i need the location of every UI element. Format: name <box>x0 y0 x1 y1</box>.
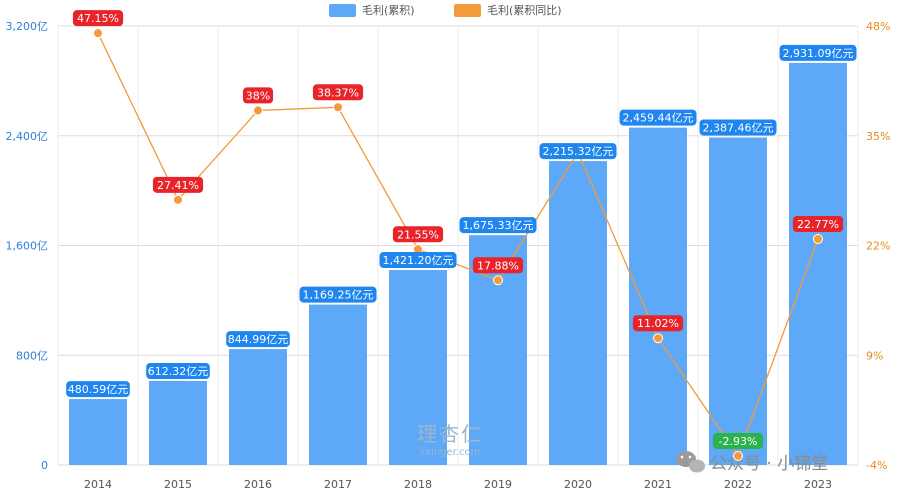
bar-value-label: 612.32亿元 <box>148 365 209 378</box>
yoy-value-label-bg <box>472 257 524 274</box>
yoy-value-label-bg <box>792 215 844 232</box>
wechat-icon <box>676 451 705 473</box>
x-tick-label: 2021 <box>644 478 672 491</box>
y-axis-left: 0 800亿 1,600亿 2,400亿 3,200亿 <box>6 20 49 472</box>
line-point <box>173 194 183 205</box>
bar <box>69 399 127 465</box>
bar <box>709 137 767 465</box>
yoy-value-label-bg <box>392 226 444 243</box>
yoy-value-label: 21.55% <box>397 228 439 241</box>
watermark-wechat-account: 公众号 · 小锦堂 <box>710 454 828 474</box>
y-left-tick-label: 2,400亿 <box>6 130 49 143</box>
yoy-line <box>97 32 819 458</box>
bar-value-label-bg <box>146 362 210 379</box>
y-left-tick-label: 0 <box>41 459 48 472</box>
bar-value-label-bg <box>539 143 617 160</box>
yoy-value-label: 11.02% <box>637 317 679 330</box>
line-point <box>93 28 103 39</box>
x-tick-label: 2023 <box>804 478 832 491</box>
bar-value-label-bg <box>299 286 377 303</box>
yoy-value-label-bg <box>312 84 364 101</box>
bar-value-label-bg <box>66 381 130 398</box>
line-point <box>493 275 503 286</box>
legend-swatch-yoy <box>454 4 481 17</box>
bar-value-label: 2,387.46亿元 <box>703 121 774 134</box>
yoy-value-label: 27.41% <box>157 179 199 192</box>
line-point <box>253 105 263 116</box>
yoy-value-label-bg <box>712 432 764 449</box>
legend-label-gross-profit: 毛利(累积) <box>362 4 415 17</box>
bar-value-label-bg <box>459 217 537 234</box>
bar <box>549 161 607 465</box>
x-tick-label: 2020 <box>564 478 592 491</box>
x-tick-label: 2019 <box>484 478 512 491</box>
y-right-tick-label: 48% <box>866 20 890 33</box>
line-point <box>733 450 743 461</box>
y-right-tick-label: 9% <box>866 349 883 362</box>
bar <box>149 380 207 465</box>
bar-value-label-bg <box>379 252 457 269</box>
bar <box>389 270 447 465</box>
yoy-value-label: 38% <box>246 89 270 102</box>
yoy-value-label: 17.88% <box>477 259 519 272</box>
x-tick-label: 2022 <box>724 478 752 491</box>
yoy-value-label: 38.37% <box>317 86 359 99</box>
yoy-value-label: 47.15% <box>77 12 119 25</box>
x-tick-label: 2017 <box>324 478 352 491</box>
y-right-tick-label: -4% <box>866 459 887 472</box>
yoy-value-label: -2.93% <box>719 435 758 448</box>
y-axis-right: -4% 9% 22% 35% 48% <box>866 20 890 472</box>
watermark-url: lixinger.com <box>420 447 481 458</box>
x-tick-label: 2016 <box>244 478 272 491</box>
bar-value-label-bg <box>619 109 697 126</box>
bar-value-label-bg <box>699 119 777 136</box>
x-tick-label: 2015 <box>164 478 192 491</box>
pct-labels: 47.15% 27.41% 38% 38.37% 21.55% 17.88% 11.02% -… <box>72 10 844 449</box>
bar-value-label: 2,931.09亿元 <box>783 47 854 60</box>
yoy-value-label-bg <box>72 10 124 27</box>
yoy-value-label: 22.77% <box>797 218 839 231</box>
yoy-value-label-bg <box>632 315 684 332</box>
line-point <box>333 102 343 113</box>
bar-labels: 480.59亿元 612.32亿元 844.99亿元 1,169.25亿元 1,421.… <box>66 44 857 398</box>
legend[interactable]: 毛利(累积) 毛利(累积同比) <box>329 4 562 17</box>
x-tick-label: 2014 <box>84 478 112 491</box>
bar-value-label-bg <box>226 331 290 348</box>
bar-value-label-bg <box>779 44 857 61</box>
bar-series <box>69 62 847 466</box>
bar-value-label: 2,459.44亿元 <box>623 112 694 125</box>
y-left-tick-label: 800亿 <box>16 349 48 362</box>
bar-value-label: 480.59亿元 <box>68 383 129 396</box>
y-right-tick-label: 35% <box>866 130 890 143</box>
legend-swatch-gross-profit <box>329 4 356 17</box>
x-tick-label: 2018 <box>404 478 432 491</box>
watermark-logo-text: 理杏仁 <box>417 422 483 446</box>
bar-value-label: 1,675.33亿元 <box>463 219 534 232</box>
line-point <box>653 333 663 344</box>
bar <box>229 349 287 465</box>
y-left-tick-label: 1,600亿 <box>6 240 49 253</box>
bar <box>789 62 847 466</box>
y-left-tick-label: 3,200亿 <box>6 20 49 33</box>
y-right-tick-label: 22% <box>866 240 890 253</box>
line-point <box>813 233 823 244</box>
legend-label-yoy: 毛利(累积同比) <box>487 4 562 17</box>
bar-value-label: 1,421.20亿元 <box>383 254 454 267</box>
bar <box>629 127 687 465</box>
bar-value-label: 844.99亿元 <box>228 333 289 346</box>
yoy-value-label-bg <box>242 87 274 104</box>
x-axis: 2014 2015 2016 2017 2018 2019 2020 2021 2022 2023 <box>84 478 832 491</box>
yoy-value-label-bg <box>152 176 204 193</box>
bar <box>309 304 367 465</box>
bar-value-label: 1,169.25亿元 <box>303 289 374 302</box>
bar-value-label: 2,215.32亿元 <box>543 145 614 158</box>
